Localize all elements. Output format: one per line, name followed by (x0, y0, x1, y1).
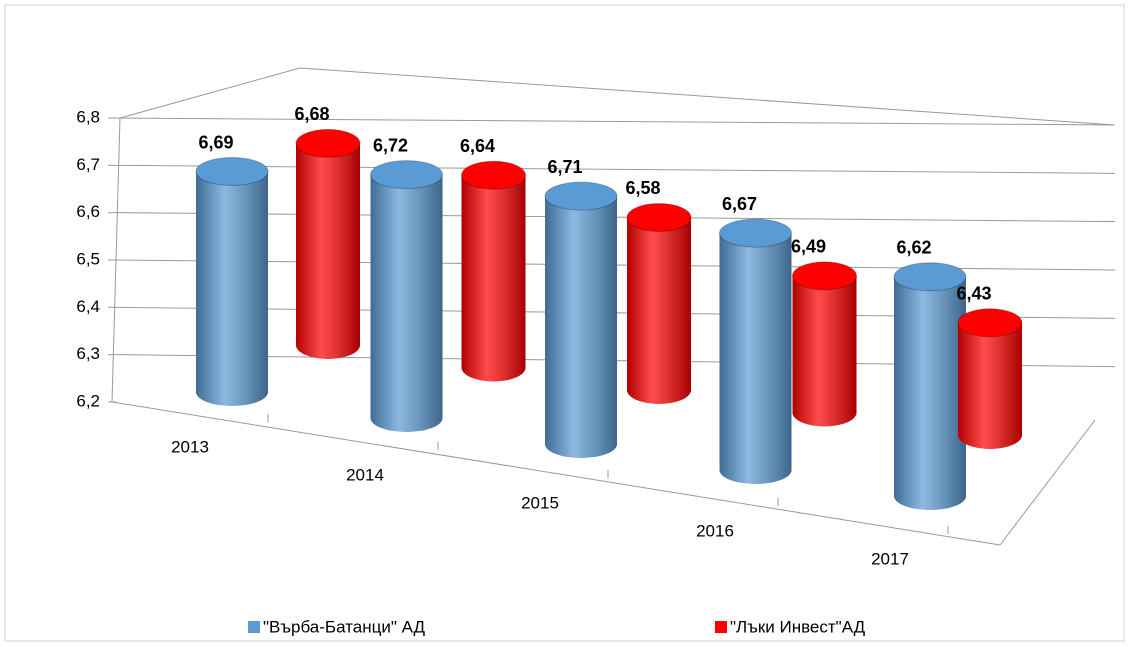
bar-top (370, 160, 443, 190)
legend-label: "Лъки Инвест"АД (730, 617, 866, 636)
value-label: 6,69 (198, 132, 233, 152)
wall-edge (299, 67, 1116, 126)
bar-shade (296, 143, 360, 359)
value-label: 6,71 (547, 157, 582, 177)
floor-edge (111, 401, 1001, 546)
value-label: 6,43 (956, 284, 991, 304)
y-tick-label: 6,3 (76, 344, 100, 363)
chart-frame (4, 4, 1125, 642)
bar-shade (370, 174, 443, 432)
bar-top (957, 308, 1023, 338)
value-label: 6,58 (625, 178, 660, 198)
bar-shade (461, 175, 526, 382)
bar-shade (627, 217, 691, 404)
bar-top (893, 262, 967, 292)
grid-line (115, 117, 1116, 126)
y-tick-label: 6,4 (76, 297, 100, 316)
x-tick-label: 2017 (871, 549, 909, 568)
bar-top (792, 261, 857, 291)
y-tick-label: 6,6 (76, 202, 100, 221)
bar-top (461, 160, 526, 190)
bar-shade (545, 196, 617, 458)
bar-shade (196, 171, 268, 406)
floor-edge (999, 419, 1096, 546)
legend: "Върба-Батанци" АД "Лъки Инвест"АД (248, 617, 866, 636)
value-label: 6,49 (791, 237, 826, 257)
bar-top (195, 157, 269, 186)
x-tick-label: 2015 (521, 493, 559, 512)
wall-edge (119, 67, 301, 119)
y-tick-label: 6,7 (76, 155, 100, 174)
bar-top (719, 218, 792, 248)
x-tick-label: 2016 (696, 521, 734, 540)
value-label: 6,67 (722, 194, 757, 214)
y-tick-label: 6,8 (76, 107, 100, 126)
legend-swatch (715, 621, 727, 633)
bar-shade (719, 233, 792, 485)
value-label: 6,64 (460, 136, 495, 156)
legend-label: "Върба-Батанци" АД (263, 617, 425, 636)
y-tick-label: 6,5 (76, 249, 100, 268)
bar-top (544, 181, 618, 211)
legend-swatch (248, 621, 260, 633)
bar-shade (792, 275, 857, 427)
bar-shade (958, 322, 1022, 449)
y-tick-label: 6,2 (76, 391, 100, 410)
bar-shade (894, 276, 966, 510)
bar-top (626, 202, 692, 232)
grid-line (115, 164, 1116, 174)
x-tick-label: 2014 (346, 465, 384, 484)
value-label: 6,72 (373, 135, 408, 155)
bar-top (295, 128, 361, 158)
value-label: 6,62 (896, 238, 931, 258)
x-tick-label: 2013 (171, 437, 209, 456)
value-label: 6,68 (294, 104, 329, 124)
